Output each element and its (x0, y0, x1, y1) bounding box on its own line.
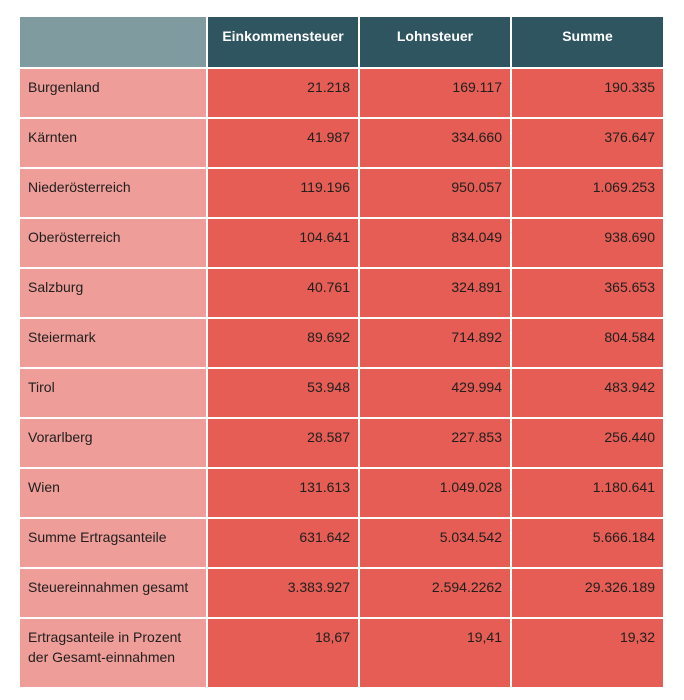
table-cell-value: 834.049 (360, 219, 510, 267)
header-lohnsteuer: Lohnsteuer (360, 17, 510, 67)
table-cell-value: 104.641 (208, 219, 358, 267)
table-cell-value: 5.666.184 (512, 519, 663, 567)
table-cell-value: 1.049.028 (360, 469, 510, 517)
table-cell-value: 29.326.189 (512, 569, 663, 617)
table-cell-value: 365.653 (512, 269, 663, 317)
row-label: Oberösterreich (20, 219, 206, 267)
table-cell-value: 256.440 (512, 419, 663, 467)
table-cell-value: 483.942 (512, 369, 663, 417)
table-cell-value: 18,67 (208, 619, 358, 687)
table-cell-value: 190.335 (512, 69, 663, 117)
table-cell-value: 1.069.253 (512, 169, 663, 217)
header-summe: Summe (512, 17, 663, 67)
table-cell-value: 334.660 (360, 119, 510, 167)
table-cell-value: 169.117 (360, 69, 510, 117)
header-einkommensteuer: Einkommensteuer (208, 17, 358, 67)
table-cell-value: 714.892 (360, 319, 510, 367)
table-cell-value: 324.891 (360, 269, 510, 317)
table-cell-value: 2.594.2262 (360, 569, 510, 617)
row-label: Vorarlberg (20, 419, 206, 467)
table-cell-value: 131.613 (208, 469, 358, 517)
row-label: Tirol (20, 369, 206, 417)
row-label: Niederösterreich (20, 169, 206, 217)
table-cell-value: 40.761 (208, 269, 358, 317)
row-label: Burgenland (20, 69, 206, 117)
table-cell-value: 19,41 (360, 619, 510, 687)
row-label: Kärnten (20, 119, 206, 167)
row-label: Summe Ertragsanteile (20, 519, 206, 567)
table-cell-value: 804.584 (512, 319, 663, 367)
table-cell-value: 41.987 (208, 119, 358, 167)
table-cell-value: 119.196 (208, 169, 358, 217)
table-cell-value: 5.034.542 (360, 519, 510, 567)
row-label: Steiermark (20, 319, 206, 367)
table-cell-value: 19,32 (512, 619, 663, 687)
table-cell-value: 376.647 (512, 119, 663, 167)
row-label: Ertragsanteile in Prozent der Gesamt-ein… (20, 619, 206, 687)
table-cell-value: 631.642 (208, 519, 358, 567)
table-cell-value: 3.383.927 (208, 569, 358, 617)
table-cell-value: 1.180.641 (512, 469, 663, 517)
table-cell-value: 28.587 (208, 419, 358, 467)
table-cell-value: 938.690 (512, 219, 663, 267)
table-cell-value: 429.994 (360, 369, 510, 417)
table-cell-value: 950.057 (360, 169, 510, 217)
table-grid: Einkommensteuer Lohnsteuer Summe Burgenl… (20, 17, 663, 687)
row-label: Steuereinnahmen gesamt (20, 569, 206, 617)
table-cell-value: 89.692 (208, 319, 358, 367)
table-cell-value: 53.948 (208, 369, 358, 417)
table-cell-value: 21.218 (208, 69, 358, 117)
row-label: Wien (20, 469, 206, 517)
header-corner-cell (20, 17, 206, 67)
row-label: Salzburg (20, 269, 206, 317)
tax-revenue-table: Einkommensteuer Lohnsteuer Summe Burgenl… (20, 17, 663, 687)
table-cell-value: 227.853 (360, 419, 510, 467)
